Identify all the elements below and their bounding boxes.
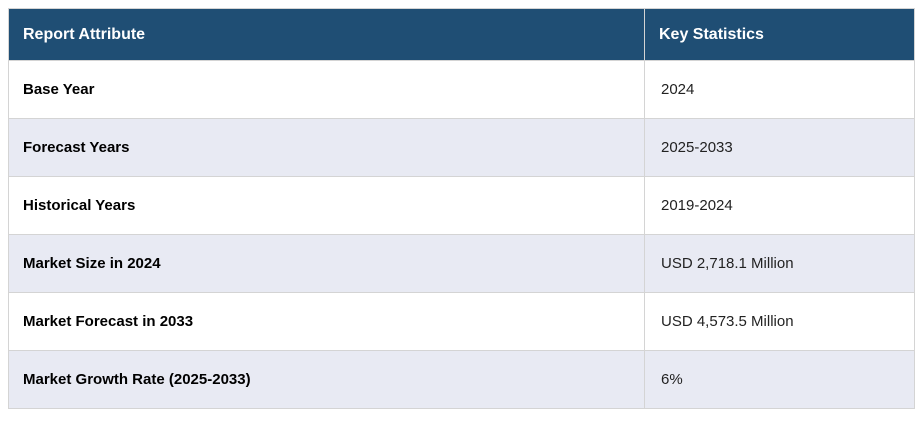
attribute-cell-market-forecast: Market Forecast in 2033 bbox=[8, 292, 645, 351]
table-row: Market Forecast in 2033 USD 4,573.5 Mill… bbox=[8, 292, 915, 351]
attribute-cell-historical-years: Historical Years bbox=[8, 176, 645, 235]
attribute-cell-market-size: Market Size in 2024 bbox=[8, 234, 645, 293]
column-header-key-statistics: Key Statistics bbox=[644, 8, 915, 61]
table-row: Base Year 2024 bbox=[8, 60, 915, 119]
value-cell-forecast-years: 2025-2033 bbox=[644, 118, 915, 177]
table-row: Market Size in 2024 USD 2,718.1 Million bbox=[8, 234, 915, 293]
report-statistics-table: Report Attribute Key Statistics Base Yea… bbox=[8, 8, 915, 409]
attribute-cell-forecast-years: Forecast Years bbox=[8, 118, 645, 177]
table-row: Historical Years 2019-2024 bbox=[8, 176, 915, 235]
table-row: Market Growth Rate (2025-2033) 6% bbox=[8, 350, 915, 409]
table-header-row: Report Attribute Key Statistics bbox=[8, 8, 915, 61]
value-cell-base-year: 2024 bbox=[644, 60, 915, 119]
column-header-report-attribute: Report Attribute bbox=[8, 8, 645, 61]
attribute-cell-growth-rate: Market Growth Rate (2025-2033) bbox=[8, 350, 645, 409]
table-row: Forecast Years 2025-2033 bbox=[8, 118, 915, 177]
value-cell-market-size: USD 2,718.1 Million bbox=[644, 234, 915, 293]
value-cell-market-forecast: USD 4,573.5 Million bbox=[644, 292, 915, 351]
attribute-cell-base-year: Base Year bbox=[8, 60, 645, 119]
value-cell-historical-years: 2019-2024 bbox=[644, 176, 915, 235]
value-cell-growth-rate: 6% bbox=[644, 350, 915, 409]
